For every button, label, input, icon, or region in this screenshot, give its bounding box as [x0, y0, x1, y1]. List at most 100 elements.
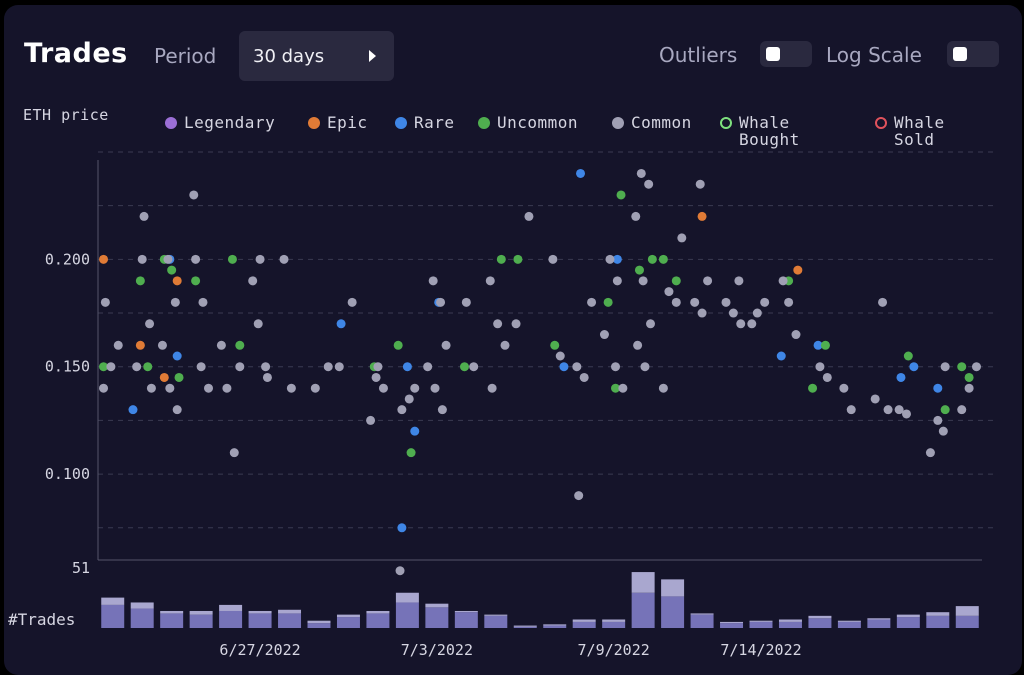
data-point-uncommon: [99, 362, 109, 372]
log-scale-toggle[interactable]: [947, 41, 999, 67]
data-point-uncommon: [174, 372, 184, 382]
data-point-common: [262, 372, 272, 382]
data-point-common: [605, 254, 615, 264]
data-point-common: [139, 211, 149, 221]
x-tick-label: 6/27/2022: [219, 641, 300, 659]
data-point-common: [196, 362, 206, 372]
data-point-common: [441, 340, 451, 350]
data-point-common: [113, 340, 123, 350]
page-title: Trades: [24, 38, 128, 69]
data-point-common: [423, 362, 433, 372]
legend-item: Rare: [395, 114, 455, 131]
log-scale-toggle-knob: [953, 47, 967, 61]
trades-bar: [749, 621, 773, 628]
data-point-common: [485, 276, 495, 286]
trades-bar: [837, 620, 861, 622]
data-point-common: [428, 276, 438, 286]
outliers-label: Outliers: [659, 43, 738, 67]
period-select[interactable]: 30 days: [239, 31, 394, 81]
data-point-uncommon: [513, 254, 523, 264]
trades-bar: [395, 592, 419, 603]
data-point-rare: [172, 351, 182, 361]
trades-bar: [248, 613, 272, 628]
legend-label: Legendary: [184, 113, 276, 132]
trades-bar: [778, 619, 802, 622]
trades-bar: [425, 603, 449, 608]
period-label: Period: [154, 44, 217, 68]
data-point-common: [261, 362, 271, 372]
data-point-common: [839, 383, 849, 393]
trades-bar: [425, 607, 449, 628]
data-point-uncommon: [820, 340, 830, 350]
data-point-common: [248, 276, 258, 286]
data-point-common: [883, 405, 893, 415]
trades-bar: [366, 610, 390, 614]
data-point-common: [938, 426, 948, 436]
trades-bar: [248, 610, 272, 614]
bar-y-max-label: 51: [72, 559, 90, 577]
data-point-rare: [896, 372, 906, 382]
data-point-common: [736, 319, 746, 329]
data-point-epic: [99, 254, 109, 264]
data-point-uncommon: [940, 405, 950, 415]
data-point-common: [436, 297, 446, 307]
y-tick-label: 0.150: [45, 358, 90, 376]
trades-axis-label: #Trades: [8, 610, 76, 629]
data-point-common: [235, 362, 245, 372]
data-point-common: [146, 383, 156, 393]
data-point-common: [555, 351, 565, 361]
legend-item: Common: [612, 114, 692, 131]
data-point-common: [198, 297, 208, 307]
trades-bar: [454, 610, 478, 613]
data-point-common: [334, 362, 344, 372]
data-point-common: [574, 491, 584, 501]
y-axis-label: ETH price: [23, 106, 109, 124]
data-point-common: [677, 233, 687, 243]
trades-bar: [543, 624, 567, 626]
trades-bar: [955, 615, 979, 628]
trades-bar: [602, 619, 626, 622]
data-point-rare: [576, 168, 586, 178]
data-point-common: [933, 415, 943, 425]
data-point-common: [618, 383, 628, 393]
trades-bar: [130, 602, 154, 609]
legend-swatch: [478, 117, 490, 129]
trades-bar: [778, 621, 802, 628]
trades-bar: [808, 615, 832, 619]
data-point-common: [690, 297, 700, 307]
data-point-common: [395, 566, 405, 576]
trades-bar: [690, 613, 714, 615]
data-point-common: [165, 383, 175, 393]
data-point-common: [137, 254, 147, 264]
data-point-common: [658, 383, 668, 393]
data-point-common: [721, 297, 731, 307]
data-point-common: [638, 276, 648, 286]
outliers-toggle[interactable]: [760, 41, 812, 67]
legend-label: Uncommon: [497, 113, 579, 132]
data-point-common: [99, 383, 109, 393]
data-point-common: [100, 297, 110, 307]
data-point-common: [572, 362, 582, 372]
trades-bar: [955, 606, 979, 616]
data-point-epic: [135, 340, 145, 350]
data-point-common: [778, 276, 788, 286]
data-point-uncommon: [658, 254, 668, 264]
trades-bar: [189, 610, 213, 615]
data-point-common: [229, 448, 239, 458]
trades-bar: [101, 597, 125, 605]
trades-bar: [484, 614, 508, 616]
legend-swatch: [165, 117, 177, 129]
trades-bar: [101, 604, 125, 628]
trades-bar: [543, 625, 567, 628]
data-point-common: [633, 340, 643, 350]
y-tick-label: 0.200: [45, 250, 90, 268]
data-point-common: [703, 276, 713, 286]
log-scale-label: Log Scale: [826, 43, 922, 67]
data-point-common: [253, 319, 263, 329]
trades-bar: [484, 615, 508, 628]
data-point-uncommon: [808, 383, 818, 393]
legend-label: Epic: [327, 113, 368, 132]
data-point-common: [640, 362, 650, 372]
data-point-rare: [402, 362, 412, 372]
